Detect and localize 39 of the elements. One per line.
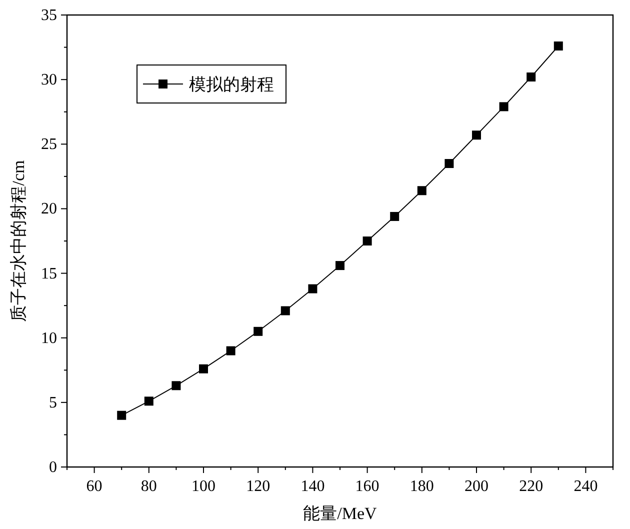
x-tick-label: 220 — [519, 478, 544, 495]
x-tick-label: 180 — [410, 478, 434, 495]
x-tick-label: 100 — [192, 478, 216, 495]
y-tick-label: 20 — [41, 200, 57, 218]
point — [499, 102, 508, 112]
point — [526, 72, 536, 82]
x-tick-label: 80 — [140, 478, 157, 495]
y-tick-label: 15 — [41, 265, 57, 282]
point — [144, 396, 154, 406]
y-tick-label: 30 — [41, 72, 57, 89]
x-tick-label: 160 — [355, 478, 380, 495]
legend: 模拟的射程 — [136, 64, 286, 104]
point — [254, 326, 263, 336]
x-tick-label: 200 — [464, 478, 488, 495]
point — [308, 284, 318, 294]
x-tick-label: 140 — [300, 478, 325, 495]
point — [172, 381, 181, 390]
point — [226, 346, 236, 356]
y-tick-label: 5 — [49, 394, 57, 412]
point — [117, 410, 126, 420]
point — [336, 261, 344, 270]
y-tick-label: 35 — [41, 7, 57, 24]
x-axis-title: 能量/MeV — [303, 504, 378, 523]
legend-label: 模拟的射程 — [189, 75, 274, 94]
point — [390, 212, 400, 221]
point — [417, 186, 426, 196]
point — [472, 130, 481, 140]
x-tick-label: 240 — [574, 478, 598, 495]
y-tick-label: 0 — [49, 459, 57, 476]
point — [444, 159, 454, 168]
point — [199, 364, 208, 374]
point — [280, 306, 290, 316]
y-tick-label: 25 — [41, 136, 57, 154]
x-tick-label: 120 — [246, 478, 270, 495]
y-tick-label: 10 — [41, 330, 57, 347]
y-axis-title: 质子在水中的射程/cm — [9, 160, 28, 322]
point — [362, 236, 372, 246]
point — [554, 41, 563, 50]
x-tick-label: 60 — [86, 478, 102, 495]
